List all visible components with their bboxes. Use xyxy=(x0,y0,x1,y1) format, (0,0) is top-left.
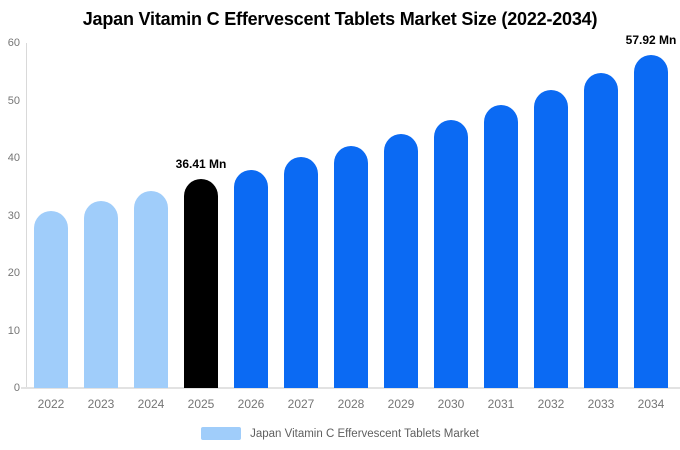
x-label-2034: 2034 xyxy=(637,397,665,411)
y-tick-label-20: 20 xyxy=(7,267,20,279)
bar-2030[interactable] xyxy=(434,120,468,388)
x-axis-line xyxy=(21,387,680,389)
bar-2022[interactable] xyxy=(34,210,68,388)
y-tick-label-40: 40 xyxy=(7,152,20,164)
x-label-2033: 2033 xyxy=(587,397,615,411)
bar-2023[interactable] xyxy=(84,200,118,388)
x-label-2030: 2030 xyxy=(437,397,465,411)
x-label-2032: 2032 xyxy=(537,397,565,411)
x-label-2031: 2031 xyxy=(487,397,515,411)
x-label-2024: 2024 xyxy=(137,397,165,411)
bar-2024[interactable] xyxy=(134,190,168,388)
x-label-2022: 2022 xyxy=(37,397,65,411)
bar-2026[interactable] xyxy=(234,169,268,388)
y-tick-label-50: 50 xyxy=(7,94,20,107)
legend-swatch xyxy=(201,427,242,440)
legend-item[interactable]: Japan Vitamin C Effervescent Tablets Mar… xyxy=(0,427,680,440)
y-axis-line xyxy=(26,43,27,388)
value-label-2025: 36.41 Mn xyxy=(175,156,227,171)
bar-2034[interactable] xyxy=(634,54,668,388)
bar-2031[interactable] xyxy=(484,105,518,388)
chart-title: Japan Vitamin C Effervescent Tablets Mar… xyxy=(82,9,598,29)
x-label-2025: 2025 xyxy=(187,397,215,411)
bar-2032[interactable] xyxy=(534,90,568,388)
value-label-2034: 57.92 Mn xyxy=(625,32,677,47)
x-label-2023: 2023 xyxy=(87,397,115,411)
x-label-2029: 2029 xyxy=(387,397,415,411)
y-tick-label-30: 30 xyxy=(7,209,20,222)
y-tick-label-60: 60 xyxy=(7,37,20,49)
y-tick-label-0: 0 xyxy=(13,382,20,394)
x-label-2026: 2026 xyxy=(237,397,265,411)
bar-2028[interactable] xyxy=(334,145,368,388)
bar-2033[interactable] xyxy=(584,73,618,388)
bar-2029[interactable] xyxy=(384,133,418,388)
x-label-2027: 2027 xyxy=(287,397,315,411)
bar-2025[interactable] xyxy=(184,178,218,388)
x-label-2028: 2028 xyxy=(337,397,365,411)
legend-label: Japan Vitamin C Effervescent Tablets Mar… xyxy=(250,427,479,440)
bar-2027[interactable] xyxy=(284,157,318,388)
y-tick-label-10: 10 xyxy=(7,324,20,337)
